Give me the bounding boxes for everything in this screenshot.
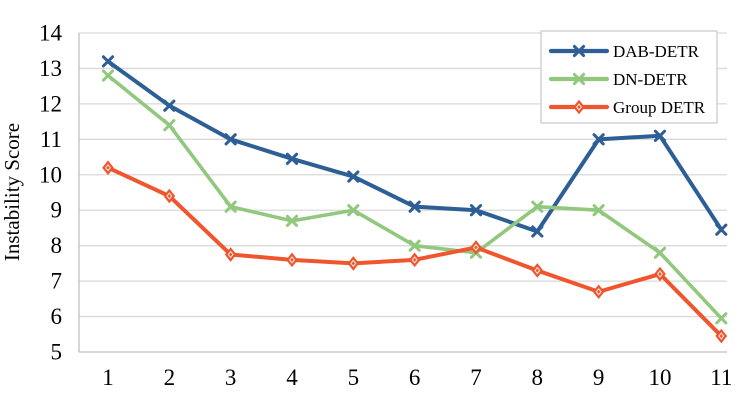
x-marker-dab-detr: [347, 170, 360, 183]
x-tick-label: 10: [648, 365, 671, 390]
diamond-marker-core: [411, 256, 418, 264]
diamond-marker-group-detr: [163, 188, 176, 204]
x-marker-dab-detr: [408, 200, 421, 213]
diamond-marker-core: [472, 243, 479, 252]
x-marker-dn-detr: [163, 119, 176, 132]
diamond-marker-core: [227, 250, 234, 259]
legend-item-dn-detr: DN-DETR: [548, 70, 688, 89]
diamond-marker-core: [105, 163, 111, 172]
x-marker-dn-detr: [224, 200, 237, 213]
y-tick-label: 9: [51, 198, 63, 223]
x-marker-dn-detr: [101, 69, 115, 82]
x-marker-dn-detr: [285, 214, 299, 227]
diamond-marker-core: [166, 192, 173, 200]
x-tick-label: 6: [409, 365, 421, 390]
x-marker-dn-detr: [531, 200, 544, 213]
x-marker-dn-detr: [347, 204, 360, 217]
y-tick-label: 12: [39, 91, 62, 116]
y-tick-label: 5: [51, 340, 63, 365]
diamond-marker-group-detr: [654, 266, 666, 282]
line-group-detr: [106, 165, 724, 339]
legend-label: DAB-DETR: [613, 42, 700, 61]
x-marker-dab-detr: [101, 55, 115, 68]
y-tick-label: 6: [51, 304, 63, 329]
x-marker-dn-detr: [715, 312, 728, 325]
diamond-marker-core: [534, 266, 541, 275]
series-group-detr: [102, 160, 728, 344]
y-tick-label: 13: [39, 56, 62, 81]
diamond-marker-group-detr: [408, 252, 421, 268]
series-dab-detr: [101, 55, 728, 238]
diamond-marker-group-detr: [573, 99, 585, 115]
diamond-marker-group-detr: [715, 328, 728, 344]
y-tick-label: 8: [51, 233, 63, 258]
diamond-marker-group-detr: [592, 284, 605, 300]
diamond-marker-core: [656, 270, 663, 278]
x-tick-labels: 1 2 3 4 5 6 7 8 9 10 11: [102, 365, 732, 390]
legend-item-dab-detr: DAB-DETR: [548, 42, 700, 61]
x-tick-label: 3: [225, 365, 237, 390]
x-marker-dab-detr: [224, 133, 237, 146]
series-lines: [101, 55, 728, 344]
x-tick-label: 9: [593, 365, 605, 390]
x-marker-dab-detr: [285, 152, 299, 165]
x-marker-dn-detr: [592, 204, 605, 217]
x-marker-dab-detr: [531, 225, 544, 238]
diamond-marker-group-detr: [286, 252, 298, 268]
x-tick-label: 4: [286, 365, 298, 390]
x-tick-label: 5: [348, 365, 360, 390]
y-tick-labels: 5 6 7 8 9 10 11 12 13 14: [39, 21, 63, 365]
x-marker-dab-detr: [715, 223, 728, 236]
diamond-marker-group-detr: [347, 256, 360, 271]
x-tick-label: 11: [710, 365, 732, 390]
y-tick-label: 10: [39, 162, 62, 187]
x-marker-dab-detr: [592, 133, 605, 146]
diamond-marker-core: [289, 256, 295, 264]
y-tick-label: 11: [40, 127, 62, 152]
x-marker-dab-detr: [653, 129, 667, 142]
x-marker-dn-detr: [572, 72, 586, 86]
x-marker-dab-detr: [163, 99, 176, 112]
x-tick-label: 8: [532, 365, 544, 390]
legend-label: DN-DETR: [613, 70, 688, 89]
legend-item-group-detr: Group DETR: [548, 98, 706, 117]
diamond-marker-group-detr: [470, 240, 482, 255]
x-tick-label: 7: [470, 365, 482, 390]
y-tick-label: 14: [39, 21, 63, 46]
x-tick-label: 2: [164, 365, 176, 390]
diamond-marker-core: [718, 332, 725, 340]
y-axis-title: Instability Score: [0, 123, 24, 261]
x-marker-dn-detr: [653, 246, 667, 259]
diamond-marker-core: [576, 103, 582, 111]
diamond-marker-group-detr: [224, 247, 237, 262]
legend-label: Group DETR: [613, 98, 706, 117]
diamond-marker-group-detr: [102, 160, 114, 175]
diamond-marker-core: [595, 288, 602, 296]
y-tick-label: 7: [51, 269, 63, 294]
diamond-marker-group-detr: [531, 263, 544, 278]
x-marker-dab-detr: [469, 204, 483, 217]
x-marker-dn-detr: [408, 239, 421, 252]
series-dn-detr: [101, 69, 728, 325]
x-marker-dab-detr: [572, 44, 586, 58]
x-tick-label: 1: [102, 365, 114, 390]
diamond-marker-core: [350, 259, 357, 268]
legend: DAB-DETR DN-DETR Group DETR: [540, 30, 718, 124]
